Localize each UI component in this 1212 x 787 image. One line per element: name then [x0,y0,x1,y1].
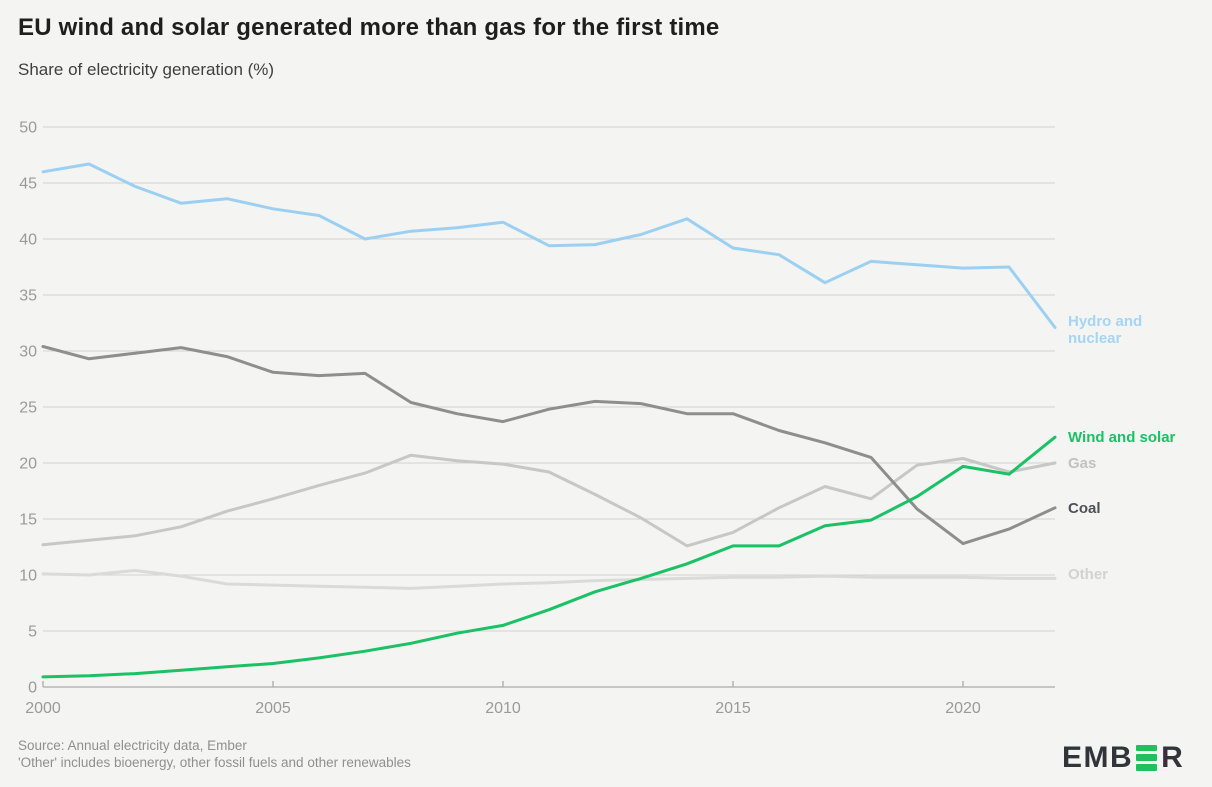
y-axis-tick-label: 10 [19,568,37,585]
ember-logo-bar [1136,764,1158,771]
series-line-coal [41,345,1057,546]
series-line-other [41,569,1057,590]
series-label-hydro-and-nuclear: Hydro and nuclear [1068,313,1173,347]
source-line-1: Source: Annual electricity data, Ember [18,738,247,753]
x-axis-tick-label: 2005 [255,700,291,717]
series-label-gas: Gas [1068,455,1097,472]
y-axis-tick-label: 45 [19,176,37,193]
ember-logo-bar [1136,754,1158,761]
series-label-coal: Coal [1068,500,1101,517]
series-line-gas [41,453,1057,548]
y-axis-tick-label: 30 [19,344,37,361]
chart-subtitle: Share of electricity generation (%) [18,60,275,79]
y-axis-tick-label: 40 [19,232,37,249]
ember-logo-text-left: EMB [1062,741,1134,774]
series-label-line: Hydro and [1068,313,1143,330]
series-line-hydro-and-nuclear [41,162,1057,329]
ember-logo-e-icon [1136,744,1158,771]
y-axis-tick-label: 5 [28,624,37,641]
y-axis-tick-label: 25 [19,400,37,417]
x-axis-tick-label: 2015 [715,700,751,717]
series-label-wind-and-solar: Wind and solar [1068,429,1176,446]
source-note: Source: Annual electricity data, Ember '… [18,737,411,771]
series-line-wind-and-solar [41,435,1057,679]
y-axis-tick-label: 50 [19,120,37,137]
ember-logo-text-right: R [1161,741,1185,774]
x-axis-tick-label: 2020 [945,700,981,717]
ember-logo-bar [1136,744,1158,751]
series-label-other: Other [1068,566,1109,583]
source-line-2: 'Other' includes bioenergy, other fossil… [18,755,411,770]
y-axis-tick-label: 0 [28,680,37,697]
x-axis-tick-label: 2010 [485,700,521,717]
page-title: EU wind and solar generated more than ga… [18,14,720,41]
y-axis-tick-label: 15 [19,512,37,529]
y-axis-tick-label: 35 [19,288,37,305]
y-axis-tick-label: 20 [19,456,37,473]
x-axis-tick-label: 2000 [25,700,61,717]
series-label-line: nuclear [1068,330,1122,347]
ember-logo: EMB R [1062,741,1185,774]
